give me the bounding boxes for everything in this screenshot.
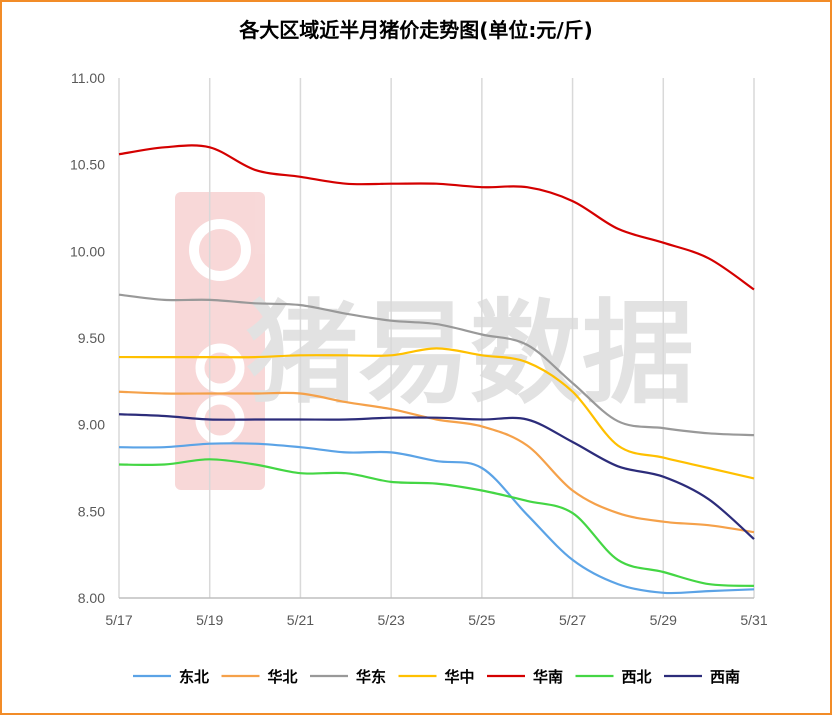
legend-label: 华中 — [445, 668, 475, 686]
legend-label: 华南 — [533, 668, 563, 686]
legend-label: 东北 — [179, 668, 209, 686]
x-tick-label: 5/23 — [378, 612, 405, 628]
y-tick-label: 10.50 — [70, 157, 105, 173]
y-tick-label: 9.00 — [78, 417, 105, 433]
y-tick-label: 11.00 — [71, 70, 105, 86]
x-tick-label: 5/25 — [468, 612, 495, 628]
chart-title: 各大区域近半月猪价走势图(单位:元/斤) — [239, 18, 593, 42]
x-tick-label: 5/29 — [650, 612, 677, 628]
y-tick-label: 9.50 — [78, 330, 105, 346]
series-line-2 — [118, 293, 755, 437]
series-line-1 — [118, 390, 755, 534]
legend-label: 西南 — [710, 668, 740, 686]
series-line-6 — [118, 413, 755, 540]
x-tick-label: 5/21 — [287, 612, 314, 628]
x-tick-label: 5/19 — [196, 612, 223, 628]
legend-label: 西北 — [622, 668, 652, 686]
y-tick-label: 10.00 — [70, 243, 105, 259]
series-line-5 — [118, 458, 755, 587]
legend-label: 华北 — [268, 668, 298, 686]
y-tick-label: 8.00 — [78, 590, 105, 606]
y-tick-label: 8.50 — [78, 503, 105, 519]
series-line-0 — [118, 442, 755, 595]
x-tick-label: 5/31 — [740, 612, 767, 628]
x-tick-label: 5/27 — [559, 612, 586, 628]
legend-label: 华东 — [356, 668, 386, 686]
series-line-3 — [118, 347, 755, 480]
series-line-4 — [118, 144, 755, 291]
x-tick-label: 5/17 — [105, 612, 132, 628]
